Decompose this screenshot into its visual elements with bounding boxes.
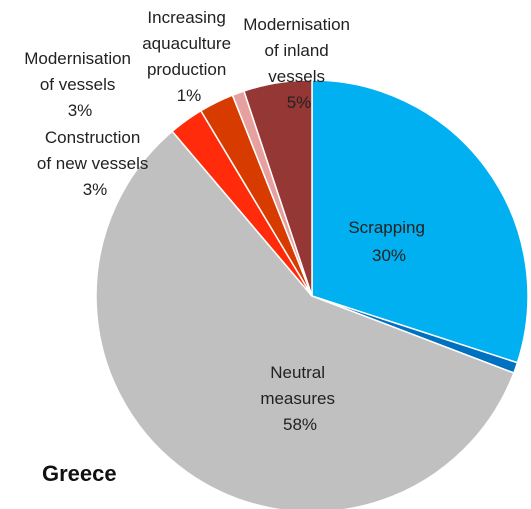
label-construction-new-vessels: Construction of new vessels 3% <box>37 128 153 199</box>
label-neutral-measures: Neutral measures 58% <box>260 363 339 434</box>
label-increasing-aquaculture: Increasing aquaculture production 1% <box>142 8 236 105</box>
pie-slice-modernisation-of-inland-vessels <box>243 79 313 297</box>
chart-title: Greece <box>42 461 117 486</box>
pie-slice-scrapping <box>311 79 529 364</box>
label-scrapping: Scrapping 30% <box>348 218 429 265</box>
label-modernisation-vessels: Modernisation of vessels 3% <box>24 49 136 120</box>
label-modernisation-inland-vessels: Modernisation of inland vessels 5% <box>243 15 355 112</box>
pie-slices <box>95 79 529 509</box>
pie-slice-neutral-measures <box>95 130 515 509</box>
